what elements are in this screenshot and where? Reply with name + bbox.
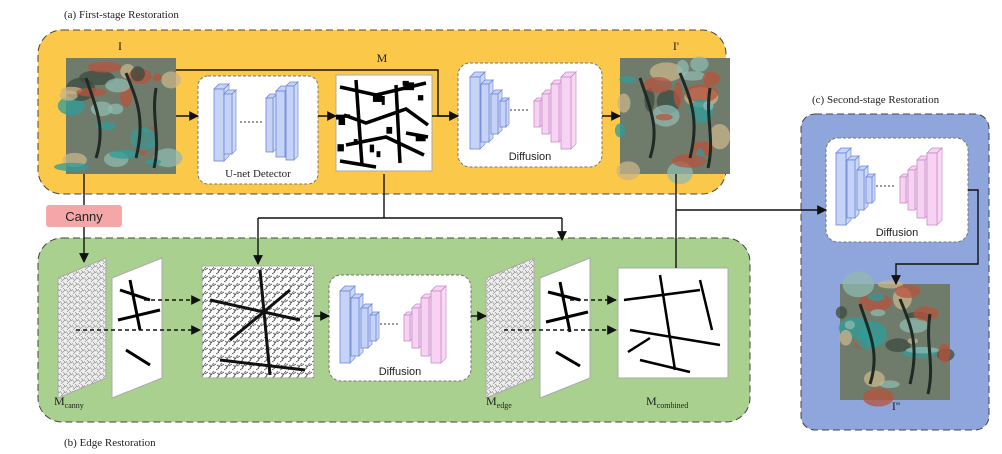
diffusion-label-a: Diffusion: [509, 151, 552, 163]
m-canny-label: Mcanny: [54, 394, 84, 410]
output-first-label: I': [673, 39, 679, 53]
output-final-label: I'': [892, 399, 900, 413]
first-stage-output-image: [614, 56, 731, 185]
edge-mask-plane: [539, 257, 591, 399]
unet-detector-block: U-net Detector: [197, 75, 319, 185]
mask-label: M: [377, 51, 388, 65]
diffusion-block-stage-a: Diffusion: [457, 62, 603, 168]
mask-image: [335, 74, 433, 172]
arrow-diffusion-c-to-final: [891, 189, 979, 285]
canny-label: Canny: [65, 209, 103, 224]
m-edge-label: Medge: [486, 394, 512, 410]
diffusion-label-b: Diffusion: [379, 366, 422, 378]
canny-mask-plane: [111, 257, 163, 399]
input-label: I: [118, 39, 122, 53]
diffusion-block-stage-b: Diffusion: [328, 274, 472, 382]
stage-a-caption: (a) First-stage Restoration: [64, 9, 179, 21]
detector-label: U-net Detector: [225, 168, 291, 180]
diffusion-block-stage-c: Diffusion: [825, 137, 969, 243]
combined-edge-input-image: [201, 265, 315, 379]
final-output-image: [835, 271, 955, 407]
stage-c-caption: (c) Second-stage Restoration: [812, 94, 940, 106]
canny-noise-plane: [57, 257, 107, 399]
m-combined-label: Mcombined: [646, 394, 688, 410]
combined-mask-image: [617, 267, 729, 379]
canny-box: [46, 205, 122, 227]
stage-b-caption: (b) Edge Restoration: [64, 437, 156, 449]
edge-noise-plane: [485, 257, 535, 399]
connector-arrows: [76, 69, 979, 335]
diffusion-label-c: Diffusion: [876, 227, 919, 239]
input-image: [53, 58, 183, 174]
